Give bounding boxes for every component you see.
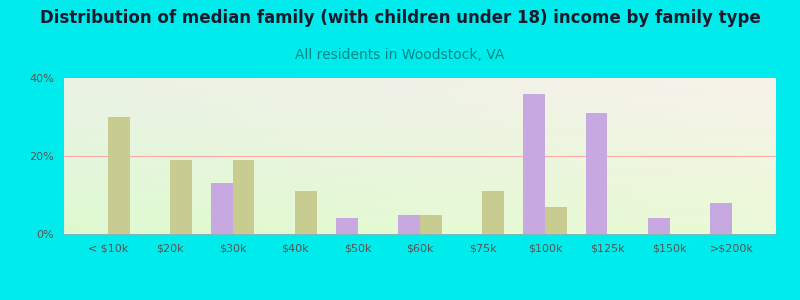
Bar	[586, 113, 607, 234]
Bar	[108, 117, 130, 234]
Text: All residents in Woodstock, VA: All residents in Woodstock, VA	[295, 48, 505, 62]
Bar	[210, 183, 233, 234]
Bar	[648, 218, 670, 234]
Bar	[482, 191, 504, 234]
Text: Distribution of median family (with children under 18) income by family type: Distribution of median family (with chil…	[40, 9, 760, 27]
Bar	[336, 218, 358, 234]
Bar	[233, 160, 254, 234]
Bar	[170, 160, 192, 234]
Bar	[420, 214, 442, 234]
Bar	[710, 203, 732, 234]
Bar	[523, 94, 545, 234]
Bar	[545, 207, 566, 234]
Legend: Married couple, Female, no husband: Married couple, Female, no husband	[267, 299, 573, 300]
Bar	[295, 191, 317, 234]
Bar	[398, 214, 420, 234]
